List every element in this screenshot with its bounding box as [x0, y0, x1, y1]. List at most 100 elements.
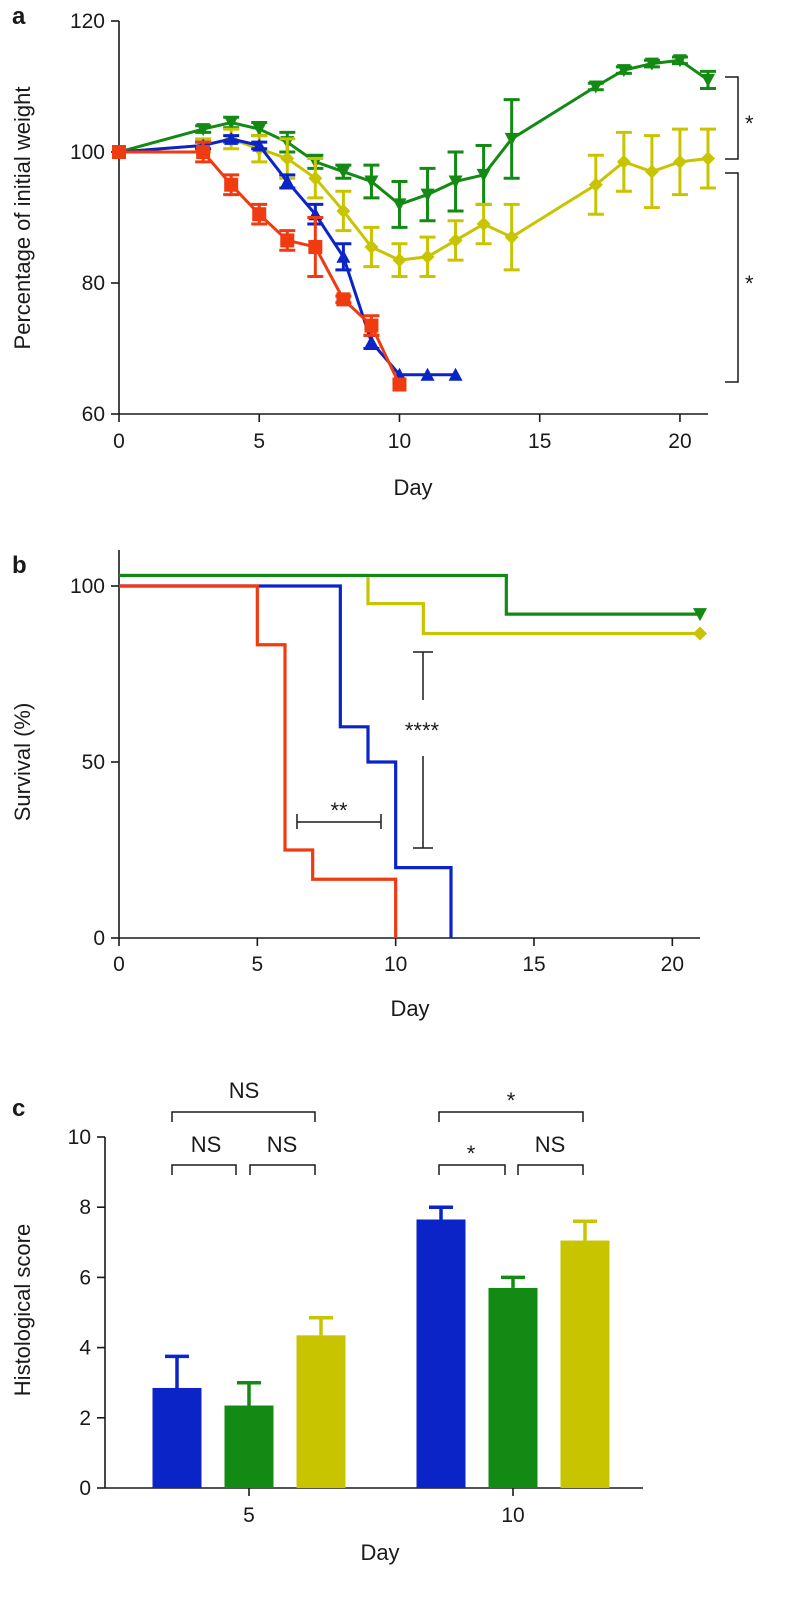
panel-a-point	[224, 131, 239, 145]
panel-c-bar	[224, 1405, 274, 1488]
panel-c-letter: c	[12, 1095, 25, 1122]
panel-a-point	[336, 203, 351, 218]
panel-a-point	[448, 367, 463, 381]
panel-a-significance: * *	[725, 76, 754, 383]
panel-a-axes: 0 5 10 15 20 60 80 100 120	[70, 10, 708, 453]
panel-c-error-bar	[165, 1354, 189, 1388]
panel-a-sig-lower: *	[745, 271, 754, 296]
panel-a-series-line	[118, 58, 709, 207]
panel-b-step-line	[119, 573, 700, 616]
panel-c-sig-day10-left: *	[467, 1141, 476, 1166]
panel-a-series-3	[112, 140, 407, 392]
panel-c-bracket-day10-outer	[438, 1111, 584, 1122]
panel-b-series-1	[119, 573, 707, 622]
panel-a-point	[280, 233, 295, 248]
panel-c-error-bar	[429, 1205, 453, 1220]
panel-b-step-line	[119, 584, 453, 938]
panel-a-point	[224, 116, 239, 130]
panel-c-sig-day10-right: NS	[535, 1132, 566, 1157]
panel-c-series-0	[152, 1205, 466, 1488]
panel-a-point	[420, 188, 435, 202]
panel-c-y-tick-label: 10	[68, 1126, 91, 1149]
panel-c-bar	[296, 1335, 346, 1488]
panel-a-x-tick-label: 20	[668, 430, 691, 453]
panel-c-error-bar	[237, 1380, 261, 1406]
panel-c-series-1	[224, 1275, 538, 1488]
panel-c-bracket-day5-left	[171, 1164, 237, 1175]
panel-c-x-tick-label: 5	[243, 1504, 255, 1527]
panel-a-point	[504, 230, 519, 245]
panel-a-point	[616, 154, 631, 169]
panel-b-x-tick-label: 0	[113, 953, 125, 976]
panel-a-point	[364, 334, 379, 348]
panel-b-axes: 0 5 10 15 20 0 50 100	[70, 550, 700, 976]
panel-b-letter: b	[12, 552, 27, 579]
panel-b-x-tick-label: 20	[661, 953, 684, 976]
panel-b-bracket-blue-green	[413, 651, 433, 849]
panel-a-point	[280, 174, 295, 188]
panel-a-point	[701, 151, 715, 166]
panel-a-point	[252, 207, 267, 222]
panel-a-y-axis-title: Percentage of initial weight	[10, 87, 35, 350]
panel-a-point	[336, 292, 351, 307]
panel-a-y-tick-label: 60	[82, 403, 105, 426]
panel-a-point	[476, 168, 491, 182]
panel-c-y-tick-label: 8	[79, 1196, 91, 1219]
panel-b-end-marker	[693, 608, 707, 622]
panel-a-point	[644, 57, 659, 71]
panel-b-sig-red-blue: **	[330, 798, 348, 823]
panel-c-y-tick-label: 6	[79, 1266, 91, 1289]
panel-a-letter: a	[12, 3, 26, 30]
panel-a-point	[420, 367, 435, 381]
panel-c-y-axis-title: Histological score	[10, 1224, 35, 1396]
panel-a-y-tick-label: 80	[82, 272, 105, 295]
panel-a-point	[588, 177, 603, 192]
panel-a-point	[196, 145, 211, 159]
panel-a-point	[336, 249, 351, 263]
panel-c-y-tick-label: 4	[79, 1337, 91, 1360]
panel-b-y-tick-label: 50	[82, 751, 105, 774]
panel-a-bracket-lower	[725, 172, 739, 383]
panel-a-point	[252, 123, 267, 137]
panel-c-sig-day5-right: NS	[267, 1132, 298, 1157]
panel-a-y-tick-label: 120	[70, 10, 105, 33]
panel-a-point	[672, 54, 687, 68]
panel-b-y-tick-label: 0	[93, 927, 105, 950]
panel-a-point	[196, 123, 211, 137]
panel-c-sig-day10-outer: *	[507, 1088, 516, 1113]
panel-c-sig-day5-left: NS	[191, 1132, 222, 1157]
panel-b-series-2	[119, 584, 453, 938]
panel-a-point	[252, 138, 267, 152]
panel-a-point	[504, 132, 519, 146]
panel-a-point	[112, 145, 126, 159]
panel-b-step-line	[119, 573, 700, 636]
panel-b-survival-chart: b Survival (%) Day 0 5 10 15 20 0 50 100 ** ***…	[10, 550, 707, 1021]
panel-a-point	[364, 318, 379, 333]
panel-a-point	[476, 217, 491, 232]
panel-a-x-tick-label: 0	[113, 430, 125, 453]
panel-c-bracket-day10-left	[438, 1164, 506, 1175]
panel-b-bracket-red-blue	[296, 814, 382, 829]
panel-c-histology-chart: c Histological score Day 0 2 4 6 8 10 5 10 NS N…	[10, 1078, 643, 1565]
panel-a-point	[420, 249, 435, 264]
panel-b-sig-blue-green: ****	[405, 718, 440, 743]
panel-a-point	[448, 233, 463, 248]
panel-c-error-bar	[501, 1275, 525, 1288]
panel-b-x-tick-label: 15	[522, 953, 545, 976]
panel-a-bracket-upper	[725, 76, 739, 160]
panel-a-point	[392, 253, 407, 268]
panel-a-point	[336, 165, 351, 179]
panel-b-x-axis-title: Day	[390, 996, 429, 1021]
panel-b-plot-area	[119, 573, 707, 938]
panel-a-plot-area	[112, 54, 716, 392]
panel-c-bracket-day10-right	[517, 1164, 584, 1175]
panel-a-point	[672, 154, 687, 169]
panel-a-point	[448, 175, 463, 189]
panel-a-y-tick-label: 100	[70, 141, 105, 164]
panel-c-bar	[152, 1387, 202, 1488]
panel-a-point	[364, 175, 379, 189]
panel-a-point	[392, 198, 407, 212]
panel-a-point	[616, 64, 631, 78]
panel-c-bar	[560, 1240, 610, 1488]
